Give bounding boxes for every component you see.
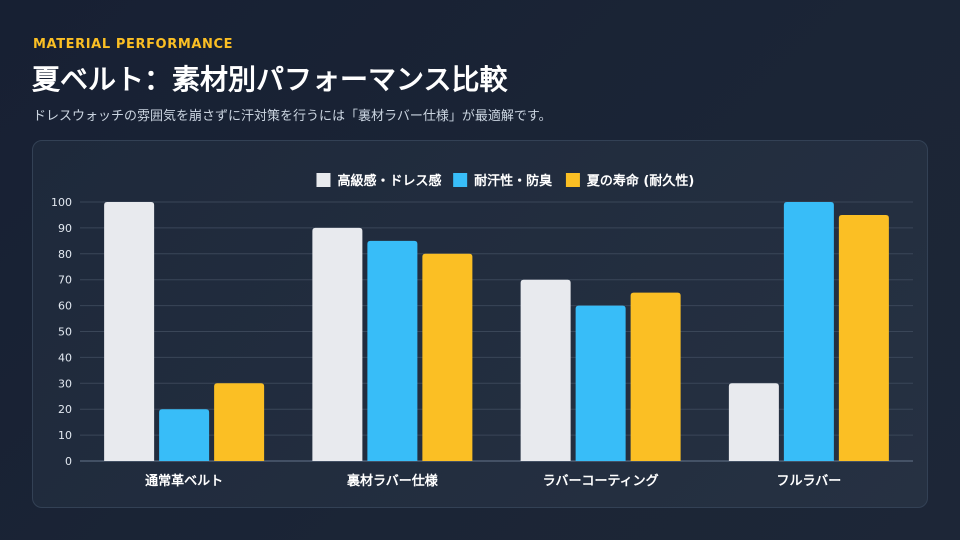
legend: 高級感・ドレス感 耐汗性・防臭 夏の寿命 (耐久性) — [316, 173, 694, 189]
y-tick-label: 30 — [58, 377, 72, 390]
bar-2-4 — [783, 202, 834, 461]
bar-1-2 — [312, 227, 363, 461]
y-tick-label: 40 — [58, 351, 72, 364]
bar-2-1 — [159, 409, 210, 461]
page-subtitle: ドレスウォッチの雰囲気を崩さずに汗対策を行うには「裏材ラバー仕様」が最適解です。 — [33, 109, 552, 124]
y-tick-label: 80 — [58, 248, 72, 261]
bar-1-3 — [520, 279, 571, 461]
x-category-label: ラバーコーティング — [543, 473, 659, 489]
legend-swatch-1 — [316, 173, 331, 187]
x-category-label: 裏材ラバー仕様 — [346, 473, 439, 489]
bar-3-4 — [838, 214, 889, 461]
bar-3-3 — [630, 292, 681, 461]
legend-label-1: 高級感・ドレス感 — [337, 173, 441, 189]
legend-swatch-2 — [453, 173, 468, 187]
bar-3-2 — [422, 253, 473, 461]
legend-label-2: 耐汗性・防臭 — [474, 173, 552, 189]
y-tick-label: 10 — [58, 429, 72, 442]
y-tick-label: 0 — [65, 455, 72, 468]
y-tick-label: 20 — [58, 403, 72, 416]
bars — [104, 202, 889, 461]
y-tick-label: 60 — [58, 300, 72, 313]
chart-card: 高級感・ドレス感 耐汗性・防臭 夏の寿命 (耐久性) 0 10 20 30 40 50 60 70… — [32, 140, 928, 508]
bar-1-1 — [104, 202, 155, 461]
legend-swatch-3 — [565, 173, 580, 187]
x-category-label: 通常革ベルト — [145, 473, 223, 489]
bar-1-4 — [728, 383, 779, 461]
eyebrow-label: MATERIAL PERFORMANCE — [33, 37, 234, 52]
page-title: 夏ベルト：素材別パフォーマンス比較 — [32, 63, 508, 96]
y-tick-label: 100 — [51, 196, 72, 209]
bar-2-2 — [367, 240, 418, 461]
legend-label-3: 夏の寿命 (耐久性) — [586, 173, 694, 189]
y-tick-label: 70 — [58, 274, 72, 287]
bar-chart: 高級感・ドレス感 耐汗性・防臭 夏の寿命 (耐久性) 0 10 20 30 40 50 60 70… — [51, 173, 913, 489]
y-tick-label: 50 — [58, 326, 72, 339]
y-tick-label: 90 — [58, 222, 72, 235]
x-category-label: フルラバー — [776, 474, 841, 489]
bar-3-1 — [214, 383, 265, 461]
bar-2-3 — [575, 305, 626, 461]
axis-labels: 0 10 20 30 40 50 60 70 80 90 100 通常革ベルト 裏材ラバー仕様 ラバーコー… — [51, 196, 841, 489]
